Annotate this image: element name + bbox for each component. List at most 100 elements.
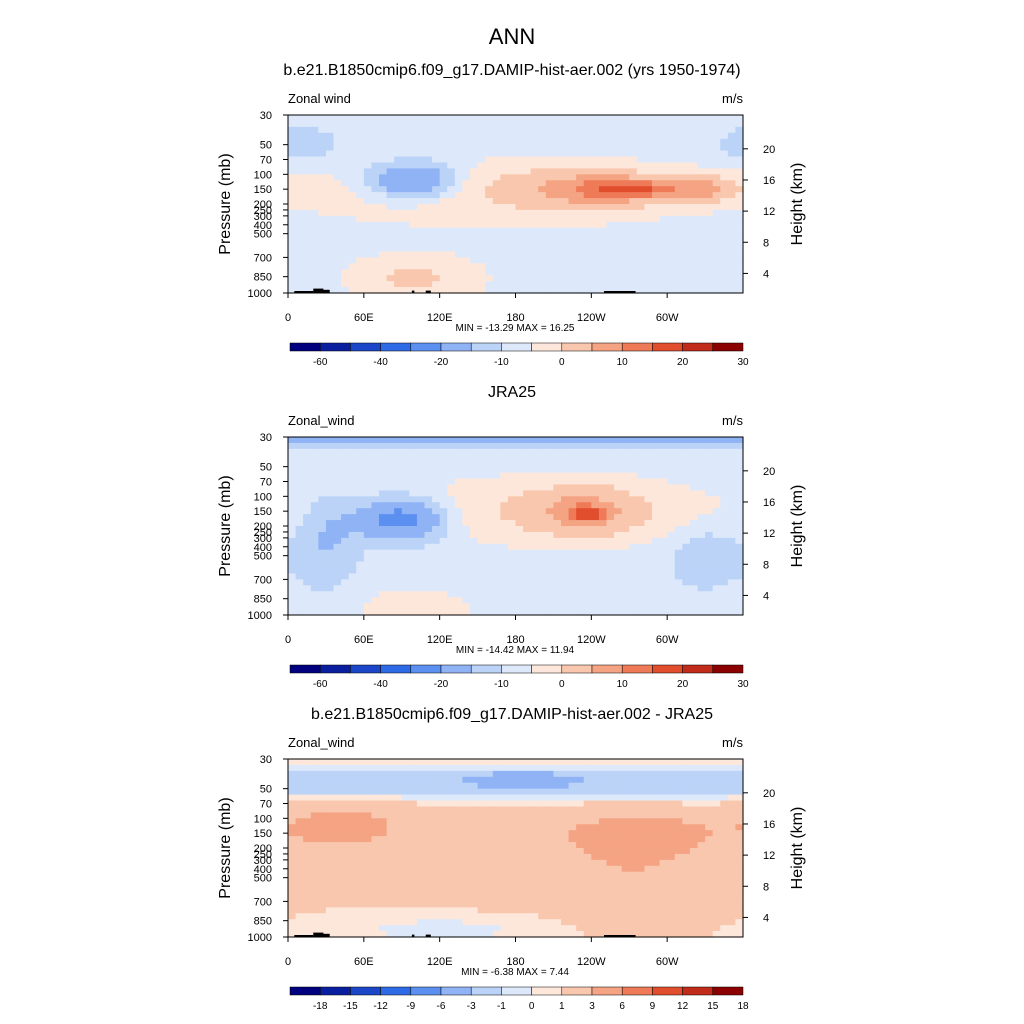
contour-cell [485,251,494,258]
contour-cell [515,579,524,586]
contour-cell [705,549,714,557]
contour-cell [492,776,501,784]
contour-cell [712,120,721,128]
contour-cell [325,836,335,843]
contour-cell [507,204,517,211]
contour-cell [606,275,615,282]
contour-cell [348,144,357,152]
contour-cell [447,245,456,253]
contour-cell [523,215,532,223]
contour-cell [652,579,661,586]
contour-cell [462,502,471,509]
contour-cell [447,585,456,592]
contour-cell [470,437,479,444]
colorbar-label: -10 [494,357,509,368]
contour-cell [621,186,630,193]
contour-cell [363,448,373,456]
contour-cell [735,555,744,563]
contour-cell [621,168,630,175]
contour-cell [432,257,441,264]
contour-cell [439,120,448,128]
contour-cell [515,126,524,134]
contour-cell [325,281,335,288]
contour-cell [667,812,676,819]
contour-cell [523,150,532,158]
contour-cell [394,437,403,444]
contour-cell [735,275,744,282]
contour-cell [515,871,524,879]
contour-cell [727,162,737,169]
contour-cell [470,597,479,604]
contour-cell [523,794,532,802]
contour-cell [356,526,365,533]
contour-cell [553,233,562,241]
contour-cell [379,126,388,134]
contour-cell [485,150,494,158]
contour-cell [652,239,661,247]
contour-cell [348,490,357,497]
contour-cell [325,502,335,509]
contour-cell [288,138,297,146]
contour-cell [659,448,668,456]
contour-cell [356,579,365,586]
contour-cell [538,263,547,270]
contour-cell [507,561,517,569]
contour-cell [636,215,646,223]
contour-cell [409,537,418,545]
contour-cell [386,466,395,474]
contour-cell [598,120,608,128]
contour-cell [401,198,410,205]
contour-cell [348,168,357,175]
contour-cell [477,836,486,843]
contour-cell [606,126,615,134]
contour-cell [310,126,319,134]
contour-cell [621,221,630,229]
contour-cell [568,490,577,497]
contour-cell [576,853,585,861]
contour-cell [667,514,676,521]
contour-cell [568,221,577,229]
contour-cell [682,484,691,491]
contour-cell [394,192,403,199]
contour-cell [394,478,403,486]
contour-cell [310,848,319,855]
contour-cell [530,227,539,235]
contour-cell [523,567,532,575]
contour-cell [568,150,577,158]
contour-cell [720,281,729,288]
contour-cell [636,150,646,158]
contour-cell [424,239,433,247]
contour-cell [462,162,471,169]
contour-cell [447,759,456,766]
contour-cell [401,448,410,456]
contour-cell [416,204,426,211]
contour-cell [432,233,441,241]
contour-cell [409,800,418,808]
contour-cell [568,764,577,772]
contour-cell [727,585,737,592]
contour-cell [644,227,653,235]
contour-cell [705,526,714,533]
contour-cell [515,442,524,450]
contour-cell [485,520,494,527]
contour-cell [492,120,501,128]
contour-cell [288,764,297,772]
contour-cell [447,770,456,778]
contour-cell [689,215,699,223]
contour-cell [561,806,570,813]
contour-cell [652,555,661,563]
contour-cell [379,448,388,456]
contour-cell [667,853,676,861]
contour-cell [621,782,630,790]
contour-cell [644,120,653,128]
contour-cell [462,537,471,545]
contour-cell [348,251,357,258]
contour-cell [636,549,646,557]
contour-cell [341,496,350,503]
contour-cell [303,138,312,146]
contour-cell [576,871,585,879]
contour-cell [515,472,524,480]
contour-cell [629,120,638,128]
xtick-label: 60W [656,634,679,646]
contour-cell [401,794,410,802]
